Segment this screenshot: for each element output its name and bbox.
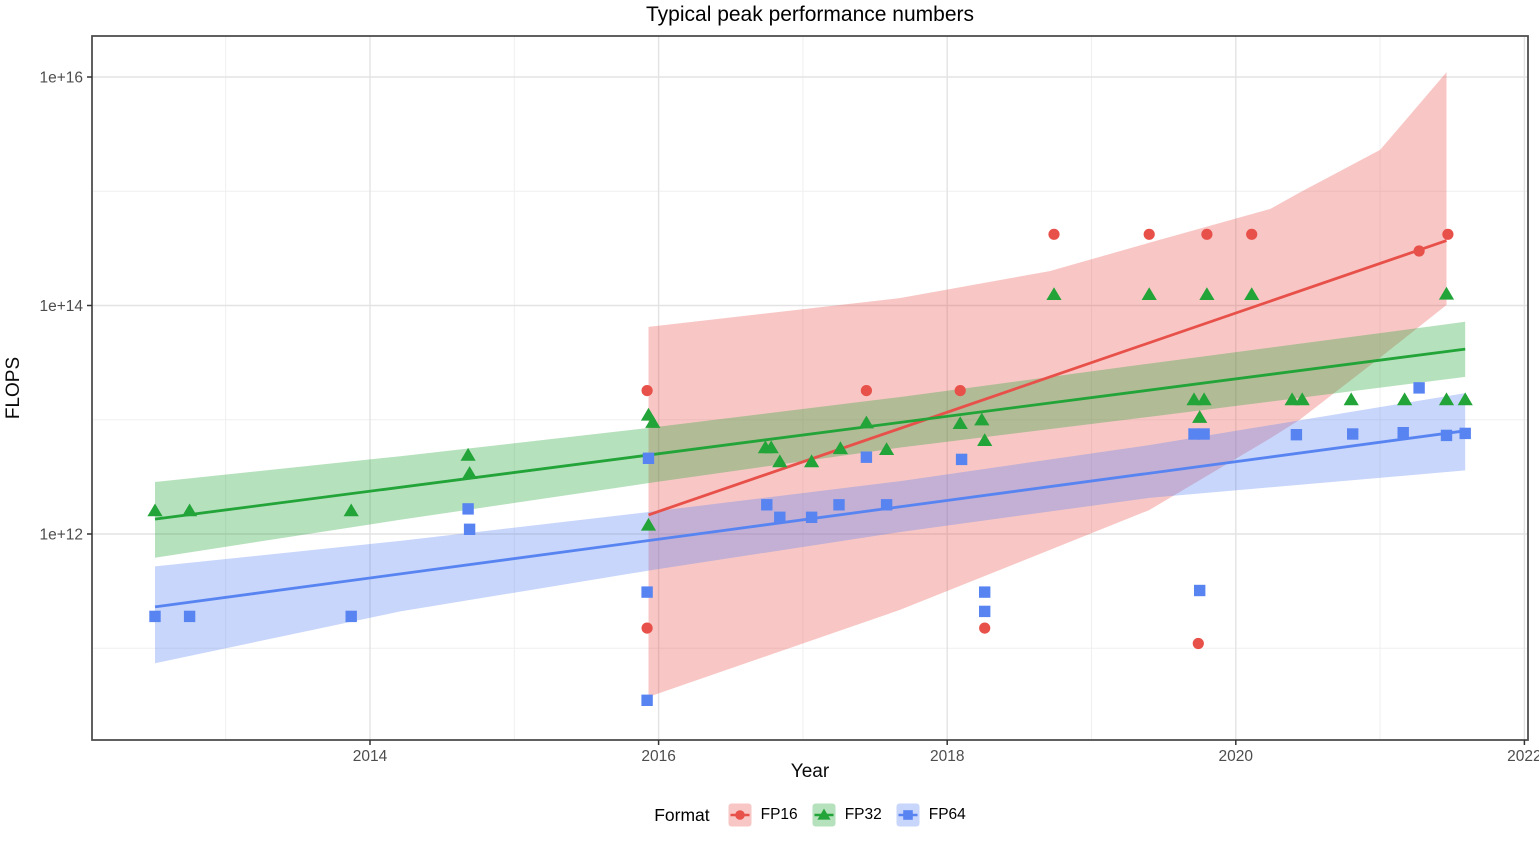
legend-item-fp32: FP32 (812, 803, 882, 827)
x-tick-label: 2020 (1219, 748, 1254, 765)
x-axis-label: Year (790, 761, 830, 782)
y-tick-label: 1e+16 (39, 70, 83, 87)
legend-key-fp16-icon (728, 803, 752, 827)
grid-major (92, 36, 1528, 740)
legend: Format FP16 FP32 FP64 (92, 803, 1528, 827)
y-axis-ticks: 1e+12 1e+14 1e+16 (39, 70, 92, 544)
legend-label-fp16: FP16 (760, 806, 798, 823)
legend-item-fp16: FP16 (728, 803, 798, 827)
x-axis-ticks: 2014 2016 2018 2020 2022 (353, 740, 1539, 765)
trend-line-fp16 (648, 239, 1447, 517)
panel-border (91, 35, 1529, 741)
ribbon-fp64 (155, 393, 1466, 664)
x-tick-label: 2018 (930, 748, 964, 765)
points-fp16 (641, 228, 1454, 650)
points-fp32 (147, 286, 1473, 531)
panel-background (92, 36, 1528, 740)
y-axis-label: FLOPS (3, 356, 24, 420)
ribbon-fp16 (648, 72, 1447, 697)
legend-key-fp32-icon (812, 803, 836, 827)
x-tick-label: 2016 (641, 748, 675, 765)
x-tick-label: 2014 (353, 748, 388, 765)
chart-title: Typical peak performance numbers (646, 3, 974, 26)
confidence-ribbons (155, 72, 1466, 697)
legend-item-fp64: FP64 (896, 803, 966, 827)
legend-key-fp64-icon (896, 803, 920, 827)
x-tick-label: 2022 (1507, 748, 1539, 765)
legend-title: Format (654, 804, 710, 825)
ribbon-fp32 (155, 321, 1466, 558)
legend-label-fp64: FP64 (928, 806, 966, 823)
points-fp64 (149, 382, 1471, 706)
y-tick-label: 1e+12 (39, 527, 83, 544)
trend-line-fp32 (154, 347, 1466, 521)
y-tick-label: 1e+14 (39, 298, 83, 315)
grid-minor (92, 36, 1528, 740)
legend-label-fp32: FP32 (844, 806, 882, 823)
